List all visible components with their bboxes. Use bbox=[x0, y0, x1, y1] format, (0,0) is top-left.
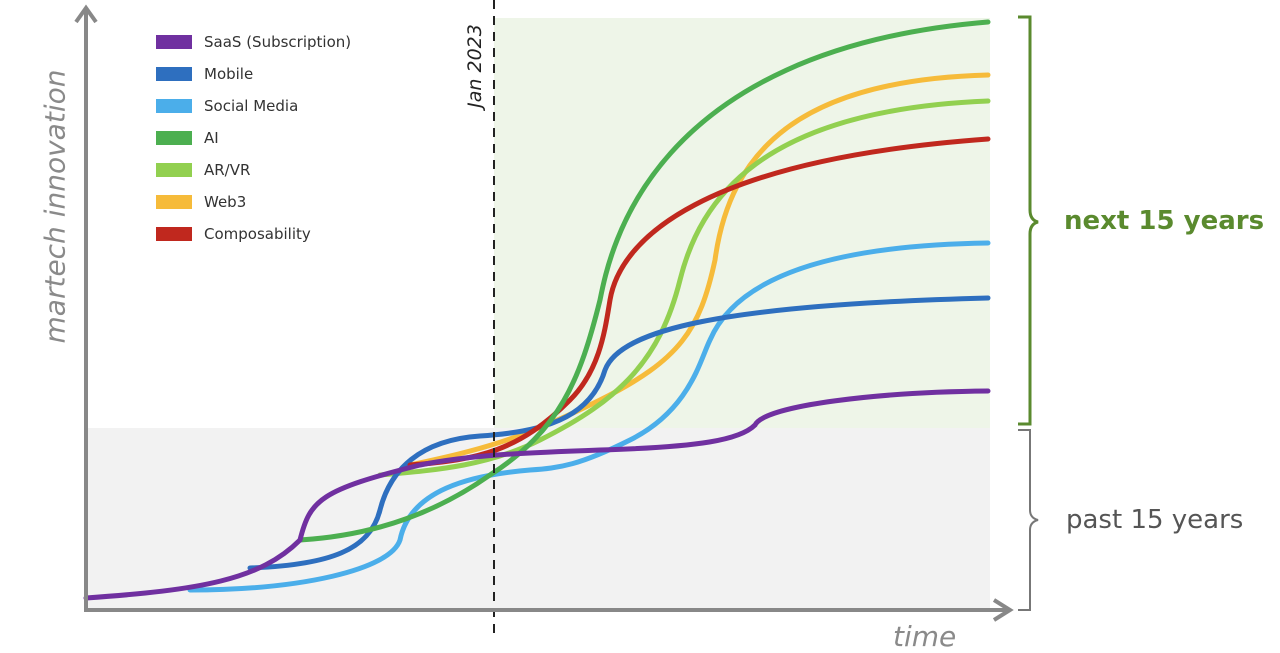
legend-swatch bbox=[156, 227, 192, 241]
curve-ai bbox=[297, 19, 991, 543]
future-label: next 15 years bbox=[1064, 206, 1265, 236]
legend-item: Web3 bbox=[156, 186, 351, 218]
y-axis-arrow-icon bbox=[74, 4, 98, 24]
legend-swatch bbox=[156, 67, 192, 81]
legend-item: AR/VR bbox=[156, 154, 351, 186]
curve-mobile bbox=[247, 295, 991, 571]
legend-item: SaaS (Subscription) bbox=[156, 26, 351, 58]
past-label: past 15 years bbox=[1066, 505, 1244, 535]
future-region bbox=[494, 18, 990, 428]
legend-swatch bbox=[156, 99, 192, 113]
x-axis-arrow-icon bbox=[992, 598, 1014, 622]
legend-label: Mobile bbox=[204, 65, 254, 83]
legend-label: AI bbox=[204, 129, 219, 147]
y-axis-label: martech innovation bbox=[38, 69, 72, 344]
legend: SaaS (Subscription) Mobile Social Media AI A… bbox=[156, 26, 351, 250]
curve-social-media bbox=[187, 240, 991, 593]
legend-swatch bbox=[156, 163, 192, 177]
future-bracket bbox=[1018, 15, 1039, 426]
legend-label: Composability bbox=[204, 225, 311, 243]
marker-label: Jan 2023 bbox=[464, 24, 486, 108]
legend-item: Social Media bbox=[156, 90, 351, 122]
curve-web3 bbox=[407, 72, 991, 468]
legend-label: Social Media bbox=[204, 97, 299, 115]
past-bracket bbox=[1018, 429, 1039, 611]
curve-composability bbox=[407, 136, 991, 468]
legend-item: Mobile bbox=[156, 58, 351, 90]
x-axis-label: time bbox=[893, 620, 957, 653]
legend-swatch bbox=[156, 35, 192, 49]
legend-swatch bbox=[156, 195, 192, 209]
legend-label: Web3 bbox=[204, 193, 247, 211]
legend-item: AI bbox=[156, 122, 351, 154]
past-region bbox=[86, 428, 990, 610]
legend-item: Composability bbox=[156, 218, 351, 250]
legend-label: SaaS (Subscription) bbox=[204, 33, 352, 51]
legend-label: AR/VR bbox=[204, 161, 251, 179]
legend-swatch bbox=[156, 131, 192, 145]
curve-saas-subscription bbox=[83, 388, 991, 601]
